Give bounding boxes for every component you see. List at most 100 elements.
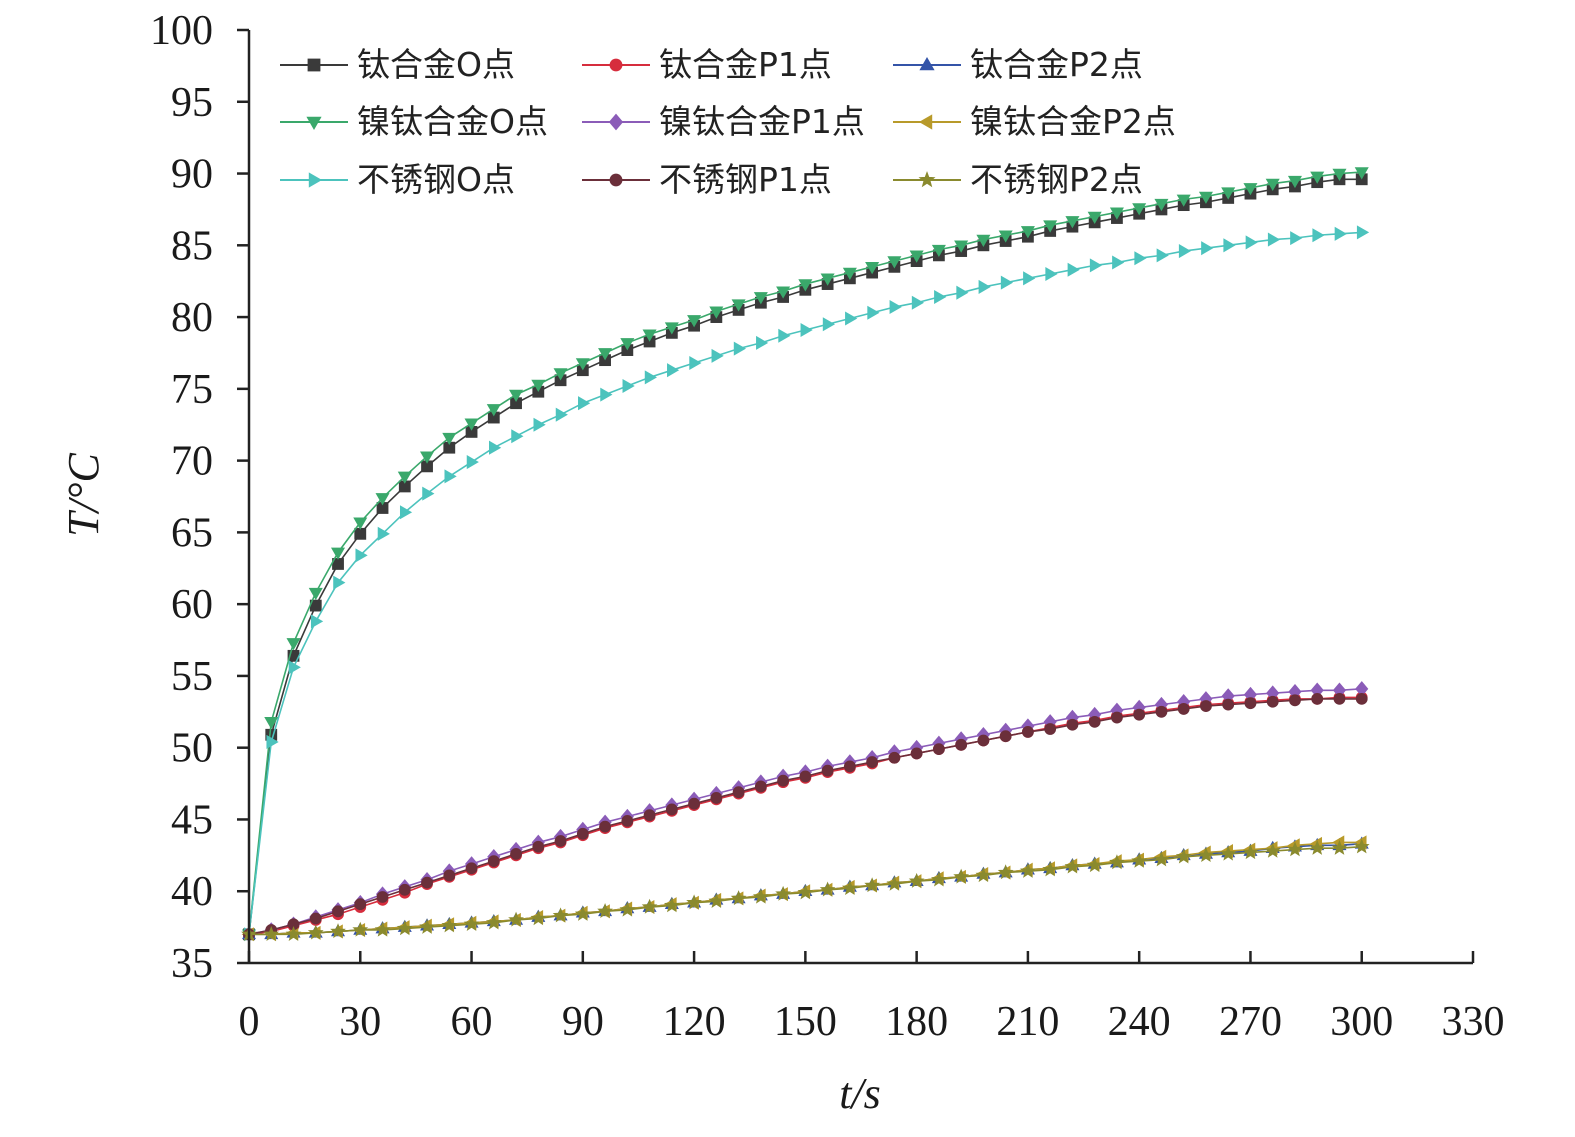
data-point <box>710 792 723 804</box>
y-tick-label: 65 <box>171 510 213 556</box>
legend-marker <box>918 171 936 188</box>
legend-label: 钛合金P1点 <box>659 45 832 84</box>
data-point <box>752 888 769 904</box>
data-point <box>1245 235 1258 250</box>
data-point <box>909 250 924 263</box>
data-point <box>331 547 346 560</box>
data-point <box>642 329 657 342</box>
data-point <box>1311 692 1324 705</box>
data-point <box>1354 167 1369 180</box>
data-point <box>842 267 857 280</box>
legend-label: 钛合金O点 <box>357 45 515 84</box>
y-axis-title: T/°C <box>59 453 108 537</box>
series-5 <box>242 681 1369 943</box>
y-tick-label: 100 <box>150 8 213 54</box>
data-point <box>641 898 658 914</box>
data-point <box>756 335 769 350</box>
legend-marker <box>609 173 623 187</box>
data-point <box>978 279 991 294</box>
data-point <box>465 862 478 875</box>
data-point <box>376 891 389 903</box>
legend-marker <box>608 113 624 131</box>
data-point <box>910 747 923 760</box>
data-point <box>932 743 945 756</box>
data-point <box>485 914 502 930</box>
data-point <box>530 910 547 926</box>
legend-label: 不锈钢O点 <box>357 160 515 199</box>
data-point <box>599 820 611 833</box>
series-line <box>248 696 1362 936</box>
data-point <box>1109 207 1124 220</box>
data-point <box>1020 862 1036 878</box>
data-point <box>911 295 925 310</box>
data-point <box>800 322 813 338</box>
data-point <box>845 311 858 326</box>
series-line <box>248 231 1362 935</box>
data-point <box>1064 858 1081 874</box>
data-point <box>1312 228 1325 243</box>
x-tick-label: 0 <box>239 999 260 1045</box>
data-point <box>711 348 724 363</box>
x-tick-label: 180 <box>885 999 948 1045</box>
data-point <box>1023 271 1036 286</box>
data-point <box>598 348 613 361</box>
data-point <box>665 803 678 816</box>
data-point <box>1131 852 1148 868</box>
data-point <box>1244 697 1257 710</box>
legend-item: 镍钛合金O点 <box>280 102 548 141</box>
data-point <box>1267 232 1281 247</box>
y-tick-label: 55 <box>171 654 213 700</box>
legend-item: 不锈钢O点 <box>280 160 515 199</box>
legend-label: 钛合金P2点 <box>970 45 1143 84</box>
data-point <box>687 315 702 328</box>
legend-label: 不锈钢P2点 <box>970 160 1143 199</box>
data-point <box>1331 839 1348 855</box>
data-point <box>422 486 435 501</box>
data-point <box>1201 241 1214 256</box>
y-tick-label: 70 <box>171 439 213 485</box>
legend-marker <box>919 56 935 71</box>
data-point <box>667 363 680 378</box>
data-point <box>821 764 834 777</box>
data-point <box>866 756 879 768</box>
data-point <box>799 770 812 783</box>
data-point <box>1287 175 1302 189</box>
data-point <box>934 289 947 304</box>
data-point <box>288 660 301 675</box>
data-point <box>822 317 836 332</box>
data-point <box>266 734 279 749</box>
y-tick-label: 45 <box>171 797 213 843</box>
data-point <box>888 751 901 764</box>
data-point <box>1022 726 1034 738</box>
data-point <box>754 780 767 793</box>
legend-marker <box>308 172 323 188</box>
series-line <box>248 698 1362 936</box>
data-point <box>843 760 856 773</box>
x-tick-label: 60 <box>451 999 493 1045</box>
data-point <box>663 897 680 913</box>
data-point <box>1223 238 1236 253</box>
data-point <box>731 299 746 312</box>
data-point <box>708 892 725 908</box>
data-point <box>375 493 390 506</box>
data-point <box>1356 225 1370 240</box>
data-point <box>976 234 991 247</box>
data-point <box>263 926 280 941</box>
data-point <box>310 614 324 629</box>
legend-marker <box>609 58 623 72</box>
data-point <box>1111 711 1123 724</box>
data-point <box>486 404 501 417</box>
x-tick-label: 270 <box>1219 999 1282 1045</box>
data-point <box>1242 844 1259 860</box>
data-point <box>953 868 970 884</box>
data-point <box>508 911 524 927</box>
data-point <box>307 924 324 940</box>
data-point <box>797 884 814 900</box>
y-tick-label: 40 <box>171 869 213 915</box>
legend-label: 镍钛合金P2点 <box>970 102 1176 141</box>
data-point <box>732 786 745 799</box>
data-point <box>775 885 791 901</box>
data-point <box>975 867 992 883</box>
y-tick-label: 35 <box>171 941 213 987</box>
x-tick-label: 300 <box>1330 999 1393 1045</box>
